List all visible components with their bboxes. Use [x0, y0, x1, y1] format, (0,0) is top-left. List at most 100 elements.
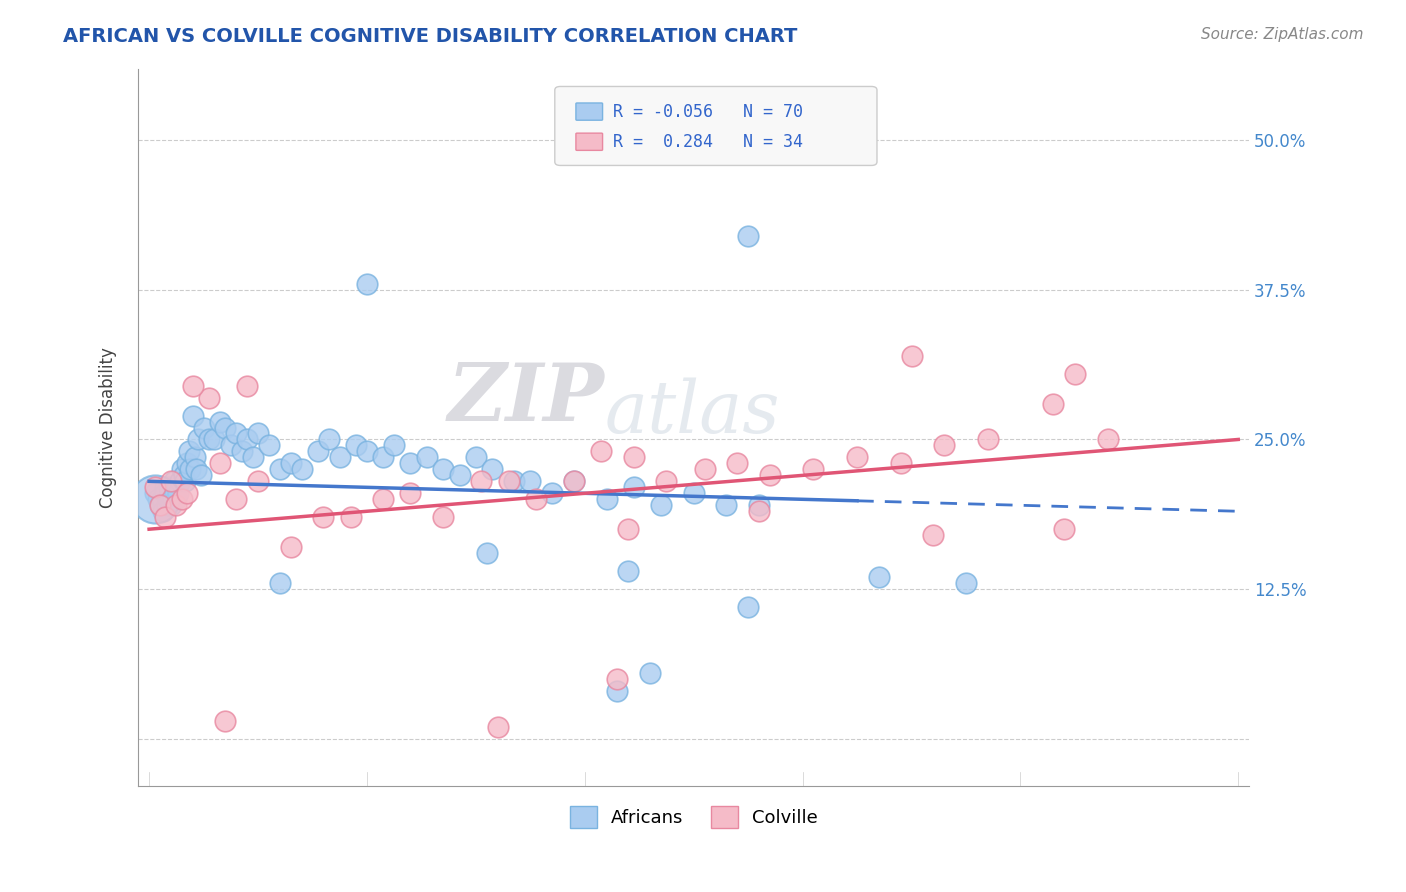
Point: [155, 510, 177, 524]
Point: [167, 486, 190, 500]
Point: [143, 486, 166, 500]
Point: [399, 486, 422, 500]
FancyBboxPatch shape: [576, 133, 603, 151]
Point: [165, 492, 187, 507]
Point: [176, 457, 198, 471]
Point: [162, 486, 184, 500]
Point: [503, 475, 526, 489]
Point: [606, 683, 628, 698]
Point: [236, 433, 259, 447]
Point: [219, 438, 242, 452]
Point: [208, 457, 231, 471]
Point: [160, 498, 183, 512]
Point: [318, 433, 340, 447]
Point: [617, 564, 640, 578]
Point: [214, 714, 236, 728]
Point: [329, 450, 352, 465]
Point: [163, 475, 186, 489]
Point: [481, 462, 503, 476]
Text: Source: ZipAtlas.com: Source: ZipAtlas.com: [1201, 27, 1364, 42]
Point: [373, 450, 395, 465]
Point: [290, 462, 312, 476]
Point: [638, 665, 661, 680]
Point: [693, 462, 716, 476]
Point: [170, 462, 193, 476]
Point: [748, 498, 770, 512]
Point: [156, 492, 179, 507]
Point: [1063, 367, 1085, 381]
Point: [416, 450, 439, 465]
Point: [179, 444, 201, 458]
Point: [682, 486, 704, 500]
Point: [846, 450, 869, 465]
Point: [155, 486, 177, 500]
Point: [524, 492, 547, 507]
Point: [204, 433, 226, 447]
Point: [344, 438, 367, 452]
Point: [470, 475, 492, 489]
Point: [432, 462, 454, 476]
Point: [269, 576, 291, 591]
Point: [399, 457, 422, 471]
Point: [280, 540, 302, 554]
Point: [562, 475, 585, 489]
Point: [184, 462, 207, 476]
Point: [155, 480, 177, 494]
Point: [606, 672, 628, 686]
Point: [198, 391, 221, 405]
Point: [759, 468, 782, 483]
Point: [157, 480, 180, 494]
Point: [247, 426, 270, 441]
Point: [900, 349, 922, 363]
Point: [922, 528, 945, 542]
Point: [373, 492, 395, 507]
Point: [725, 457, 748, 471]
Point: [562, 475, 585, 489]
Point: [169, 475, 191, 489]
Point: [225, 492, 247, 507]
Point: [449, 468, 471, 483]
FancyBboxPatch shape: [576, 103, 603, 120]
Point: [1042, 396, 1064, 410]
Legend: Africans, Colville: Africans, Colville: [562, 798, 825, 835]
Point: [1053, 522, 1076, 536]
Point: [307, 444, 329, 458]
Text: ZIP: ZIP: [449, 360, 605, 438]
Point: [519, 475, 541, 489]
Text: AFRICAN VS COLVILLE COGNITIVE DISABILITY CORRELATION CHART: AFRICAN VS COLVILLE COGNITIVE DISABILITY…: [63, 27, 797, 45]
Point: [198, 433, 221, 447]
Point: [181, 409, 204, 423]
Point: [737, 599, 759, 614]
Point: [190, 468, 212, 483]
Point: [977, 433, 1000, 447]
Y-axis label: Cognitive Disability: Cognitive Disability: [100, 347, 117, 508]
Point: [231, 444, 253, 458]
Point: [214, 420, 236, 434]
Point: [187, 433, 209, 447]
Point: [934, 438, 956, 452]
Point: [655, 475, 678, 489]
Point: [165, 486, 187, 500]
Point: [242, 450, 264, 465]
Point: [257, 438, 280, 452]
Point: [184, 450, 207, 465]
Point: [159, 492, 181, 507]
Point: [591, 444, 613, 458]
Point: [890, 457, 912, 471]
Point: [650, 498, 672, 512]
Point: [181, 378, 204, 392]
Point: [312, 510, 335, 524]
Point: [160, 492, 183, 507]
Point: [498, 475, 520, 489]
Point: [236, 378, 259, 392]
Point: [623, 480, 645, 494]
Point: [356, 444, 378, 458]
Point: [160, 475, 183, 489]
Point: [155, 498, 177, 512]
Point: [143, 480, 166, 494]
Text: R = -0.056   N = 70: R = -0.056 N = 70: [613, 103, 803, 120]
Point: [748, 504, 770, 518]
Point: [193, 420, 215, 434]
Point: [225, 426, 247, 441]
Point: [541, 486, 564, 500]
